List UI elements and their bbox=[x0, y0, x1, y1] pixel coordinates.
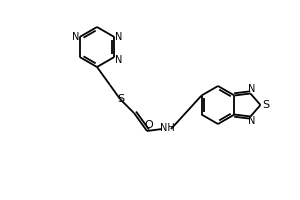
Text: N: N bbox=[248, 116, 255, 126]
Text: N: N bbox=[115, 32, 122, 42]
Text: S: S bbox=[117, 94, 124, 104]
Text: N: N bbox=[72, 32, 80, 42]
Text: O: O bbox=[145, 120, 153, 130]
Text: NH: NH bbox=[160, 123, 174, 133]
Text: N: N bbox=[248, 84, 255, 95]
Text: S: S bbox=[262, 100, 269, 110]
Text: N: N bbox=[115, 55, 122, 65]
